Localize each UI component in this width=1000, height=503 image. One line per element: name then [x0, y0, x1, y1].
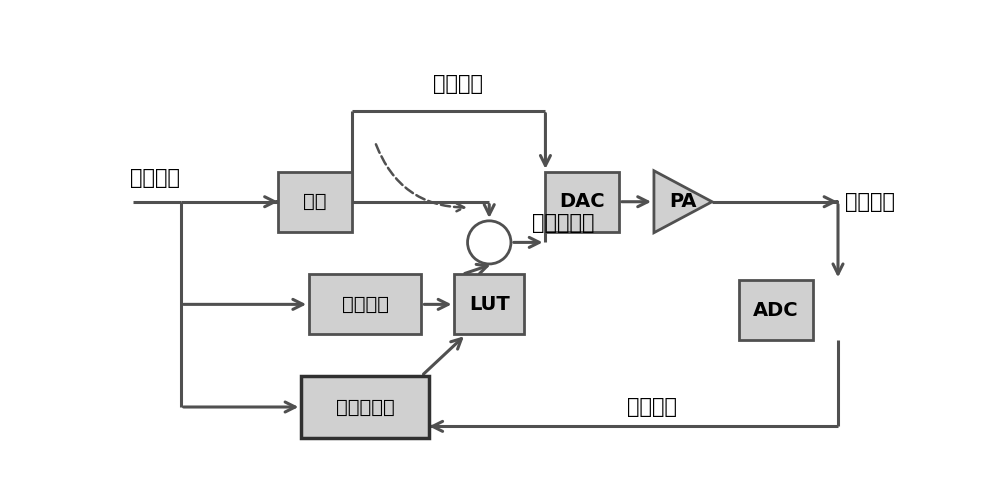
Text: 训练通道: 训练通道 — [433, 73, 483, 94]
Text: LUT: LUT — [469, 295, 510, 314]
FancyBboxPatch shape — [739, 280, 813, 340]
Text: 延迟: 延迟 — [303, 192, 327, 211]
FancyBboxPatch shape — [309, 274, 421, 334]
FancyBboxPatch shape — [454, 274, 524, 334]
FancyBboxPatch shape — [301, 376, 429, 438]
Polygon shape — [654, 171, 712, 233]
Text: 反馈输出: 反馈输出 — [627, 397, 677, 417]
Ellipse shape — [468, 221, 511, 264]
FancyArrowPatch shape — [376, 144, 464, 211]
FancyBboxPatch shape — [545, 172, 619, 232]
Text: DAC: DAC — [559, 192, 605, 211]
Text: 功率计算: 功率计算 — [342, 295, 389, 314]
Text: PA: PA — [669, 192, 697, 211]
Text: ADC: ADC — [753, 301, 799, 320]
Text: 预失真算法: 预失真算法 — [336, 397, 395, 416]
Text: 数字输入: 数字输入 — [130, 169, 180, 189]
Text: 模拟输入: 模拟输入 — [845, 192, 895, 212]
Text: 预失真通道: 预失真通道 — [532, 213, 594, 233]
FancyBboxPatch shape — [278, 172, 352, 232]
